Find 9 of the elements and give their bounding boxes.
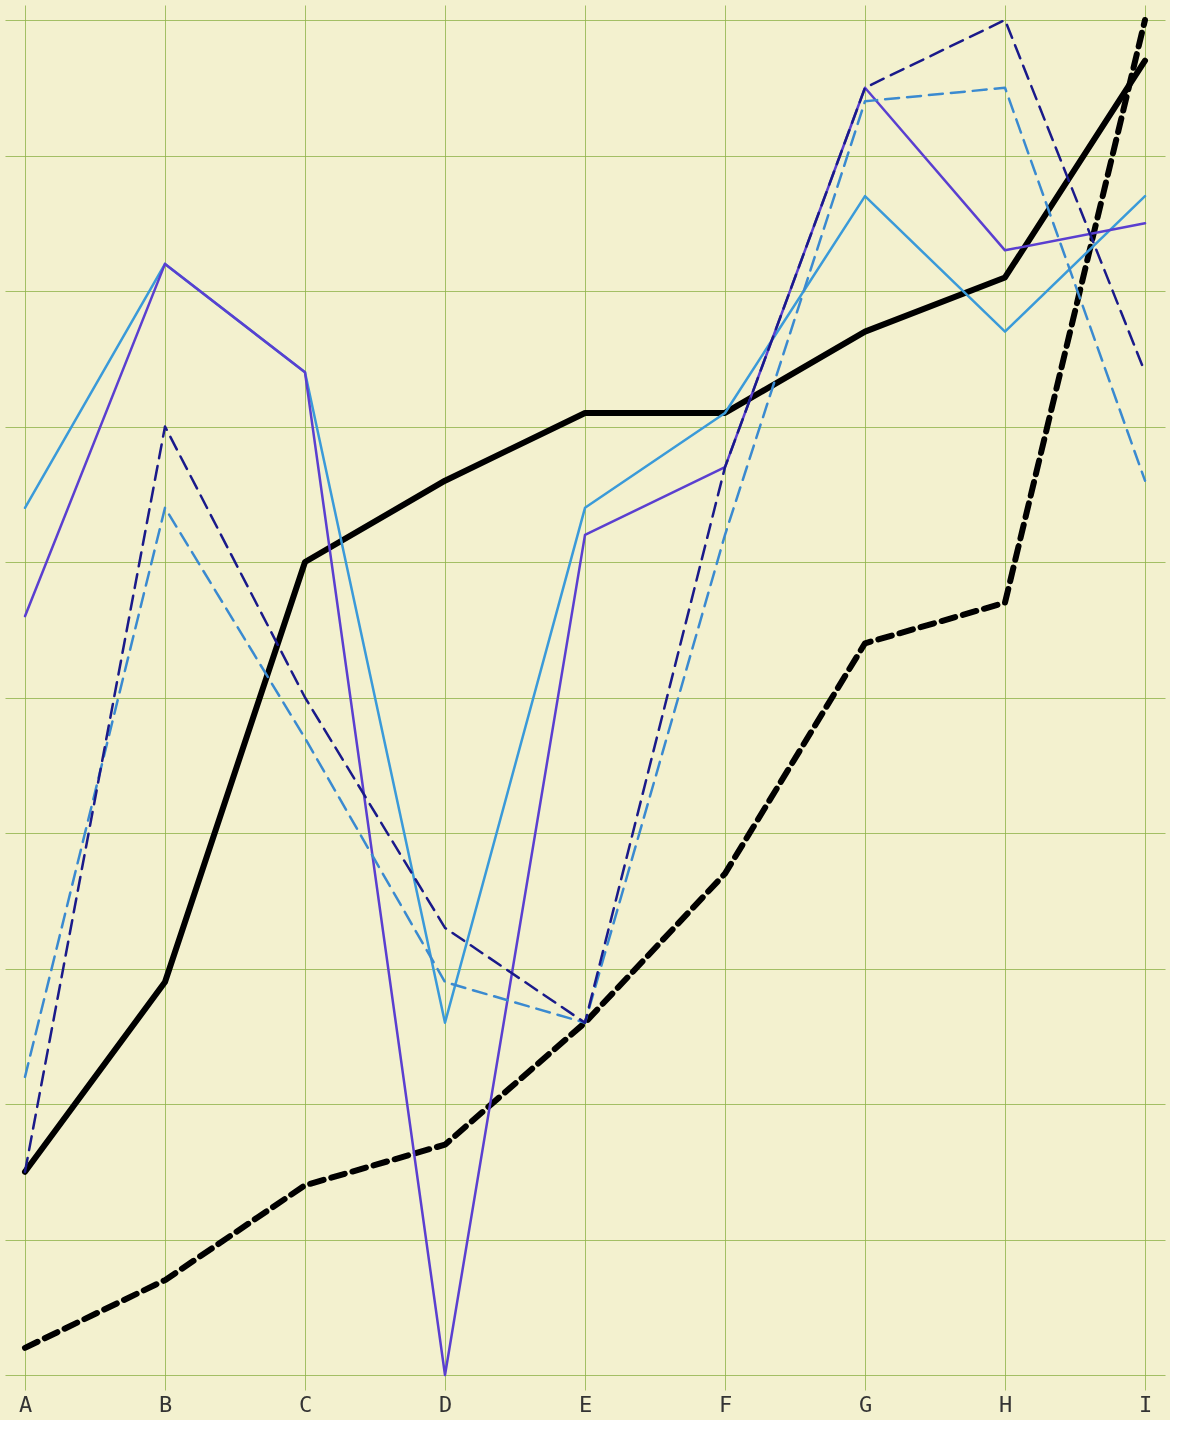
x-tick-label: H: [998, 1391, 1013, 1417]
x-tick-label: G: [858, 1391, 873, 1417]
x-tick-label: A: [18, 1391, 33, 1417]
x-tick-label: B: [158, 1391, 173, 1417]
x-tick-label: D: [438, 1391, 453, 1417]
x-tick-label: I: [1138, 1391, 1153, 1417]
x-tick-label: E: [578, 1391, 593, 1417]
x-tick-label: C: [298, 1391, 313, 1417]
x-tick-label: F: [718, 1391, 733, 1417]
